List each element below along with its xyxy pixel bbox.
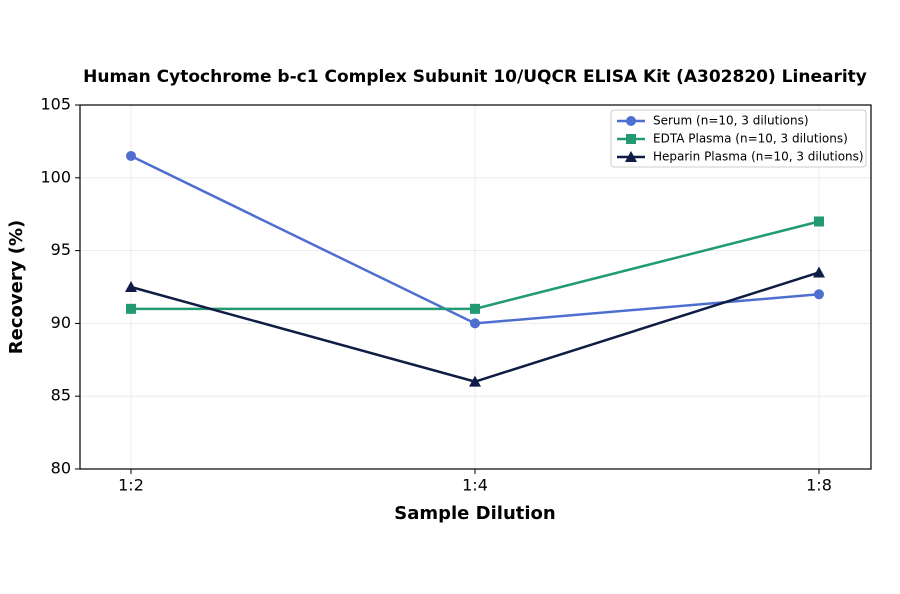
- legend-box: [610, 109, 867, 168]
- chart-title: Human Cytochrome b-c1 Complex Subunit 10…: [83, 67, 867, 87]
- y-tick-label: 100: [40, 167, 71, 186]
- marker: [126, 150, 136, 161]
- legend-marker: [626, 134, 636, 144]
- x-tick-label: 1:4: [462, 476, 488, 495]
- legend-marker: [626, 116, 636, 126]
- y-tick-label: 80: [51, 459, 71, 478]
- legend-marker: [625, 151, 637, 162]
- marker: [470, 318, 480, 329]
- y-tick-label: 105: [40, 95, 71, 114]
- x-tick-label: 1:2: [118, 476, 144, 495]
- y-tick-label: 90: [51, 313, 71, 332]
- plot-frame: [79, 104, 872, 470]
- marker: [814, 216, 824, 227]
- marker: [814, 289, 824, 300]
- marker: [813, 266, 825, 278]
- marker: [470, 303, 480, 314]
- x-tick-label: 1:8: [806, 476, 832, 495]
- y-tick-label: 85: [51, 386, 71, 405]
- legend-label: Heparin Plasma (n=10, 3 dilutions): [653, 150, 864, 164]
- marker: [125, 281, 137, 292]
- legend-label: Serum (n=10, 3 dilutions): [653, 114, 809, 128]
- y-tick-label: 95: [51, 240, 71, 259]
- marker: [126, 303, 136, 314]
- marker: [469, 375, 481, 387]
- x-axis-label: Sample Dilution: [394, 503, 555, 524]
- y-axis-label: Recovery (%): [6, 220, 27, 354]
- legend-label: EDTA Plasma (n=10, 3 dilutions): [653, 132, 848, 146]
